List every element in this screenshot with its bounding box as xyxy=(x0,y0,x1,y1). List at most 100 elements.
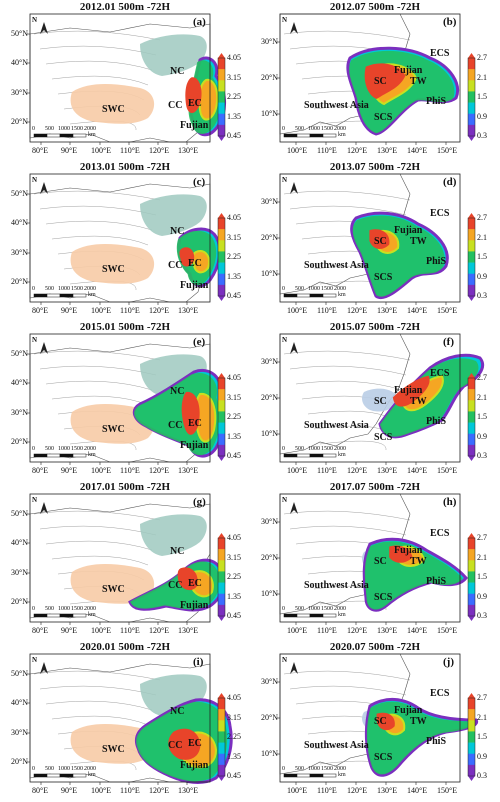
lon-label: 90°E xyxy=(61,786,78,795)
colorbar-tick-label: 4.05 xyxy=(227,693,241,702)
colorbar-tick-label: 0.45 xyxy=(227,451,241,460)
plume-hotspot xyxy=(168,728,201,760)
region-label: SWC xyxy=(102,264,125,275)
map-panel-f: 2015.07 500m -72H (f) N 30°N 20°N 10°N 100°E 11… xyxy=(250,320,500,480)
map-frame xyxy=(29,493,211,623)
colorbar xyxy=(467,373,476,461)
region-label: SCS xyxy=(374,752,393,763)
trajectory-density-plume xyxy=(134,698,233,784)
scale-label: 0 xyxy=(282,446,285,452)
scale-label: 0 xyxy=(282,606,285,612)
scale-bar xyxy=(283,613,337,618)
region-label: SC xyxy=(374,76,387,87)
colorbar-tick-label: 3.15 xyxy=(227,552,241,562)
north-label: N xyxy=(282,656,288,664)
region-label: NC xyxy=(170,546,185,557)
lat-label: 30°N xyxy=(11,568,28,577)
scale-label: 500 xyxy=(295,286,304,292)
region-label: CC xyxy=(168,420,183,431)
colorbar-tick-label: 0.45 xyxy=(227,291,241,300)
map-frame xyxy=(29,13,211,143)
region-label: Fujian xyxy=(394,385,423,396)
map-panel-d: 2013.07 500m -72H (d) N 30°N 20°N 10°N 100°E 11… xyxy=(250,160,500,320)
scale-label: 500 xyxy=(45,606,54,612)
colorbar xyxy=(467,213,476,301)
panel-label: (i) xyxy=(193,656,204,668)
map-frame xyxy=(29,653,211,783)
lat-label: 40°N xyxy=(11,538,28,547)
map-canvas xyxy=(27,173,226,305)
region-swc-area xyxy=(70,84,155,124)
lat-label: 20°N xyxy=(261,73,278,82)
north-label: N xyxy=(32,176,38,184)
scale-label: 0 xyxy=(32,606,35,612)
colorbar-tick-label: 1.35 xyxy=(227,751,241,761)
lat-label: 50°N xyxy=(11,189,28,198)
scale-unit: km xyxy=(338,452,346,458)
panel-title: 2013.07 500m -72H xyxy=(329,161,421,173)
scale-label: 2000 xyxy=(334,126,346,132)
scale-label: 2000 xyxy=(84,126,96,132)
north-label: N xyxy=(282,16,288,24)
region-label: PhiS xyxy=(426,736,447,747)
colorbar-tick-label: 0.9 xyxy=(477,591,487,601)
lon-label: 150°E xyxy=(437,626,458,635)
region-label: Fujian xyxy=(180,120,209,131)
lon-label: 80°E xyxy=(32,786,49,795)
lat-label: 10°N xyxy=(261,429,278,438)
north-label: N xyxy=(32,336,38,344)
panel-label: (d) xyxy=(443,176,457,188)
colorbar-tick-label: 0.9 xyxy=(477,271,487,281)
region-label: SC xyxy=(374,556,387,567)
scale-label: 500 xyxy=(295,766,304,772)
scale-label: 1000 xyxy=(58,446,70,452)
lon-label: 140°E xyxy=(407,466,428,475)
lon-label: 110°E xyxy=(317,626,337,635)
lat-label: 40°N xyxy=(11,58,28,67)
lat-label: 30°N xyxy=(261,517,278,526)
colorbar-tick-label: 2.1 xyxy=(477,72,487,82)
map-canvas xyxy=(27,653,233,785)
colorbar-tick-label: 3.15 xyxy=(227,72,241,82)
north-label: N xyxy=(282,176,288,184)
colorbar-tick-label: 2.7 xyxy=(477,693,487,702)
lon-label: 120°E xyxy=(347,626,368,635)
panel-label: (a) xyxy=(193,16,206,28)
lon-label: 110°E xyxy=(120,626,140,635)
panel-label: (b) xyxy=(443,16,457,28)
scale-label: 2000 xyxy=(334,766,346,772)
lon-label: 140°E xyxy=(407,306,428,315)
scale-label: 0 xyxy=(32,766,35,772)
region-label: SWC xyxy=(102,104,125,115)
plume-core xyxy=(198,78,219,121)
lon-label: 120°E xyxy=(347,146,368,155)
lon-label: 90°E xyxy=(61,626,78,635)
lon-label: 140°E xyxy=(407,626,428,635)
region-label: Fujian xyxy=(394,225,423,236)
scale-label: 1500 xyxy=(321,286,333,292)
map-panel-e: 2015.01 500m -72H (e) N 50°N 40°N 30°N 20°N 80°… xyxy=(0,320,250,480)
lon-label: 130°E xyxy=(178,466,199,475)
lat-label: 50°N xyxy=(11,509,28,518)
lat-label: 30°N xyxy=(261,197,278,206)
scale-bar xyxy=(33,453,87,458)
region-label: Fujian xyxy=(394,65,423,76)
colorbar-tick-label: 1.5 xyxy=(477,412,487,421)
panel-label: (g) xyxy=(193,496,206,508)
north-arrow-icon xyxy=(40,662,48,674)
panel-title: 2013.01 500m -72H xyxy=(79,161,171,173)
colorbar-tick-label: 0.3 xyxy=(477,131,487,140)
lon-label: 150°E xyxy=(437,786,458,795)
scale-label: 0 xyxy=(282,126,285,132)
trajectory-density-plume xyxy=(378,353,485,439)
region-label: EC xyxy=(188,418,202,429)
plume-hotspot xyxy=(185,77,202,113)
lon-label: 100°E xyxy=(91,306,112,315)
colorbar-tick-label: 2.1 xyxy=(477,392,487,402)
region-swc-area xyxy=(70,244,155,284)
lat-label: 20°N xyxy=(11,597,28,606)
lat-label: 50°N xyxy=(11,29,28,38)
colorbar-tick-label: 1.5 xyxy=(477,572,487,581)
north-arrow-icon xyxy=(40,22,48,34)
